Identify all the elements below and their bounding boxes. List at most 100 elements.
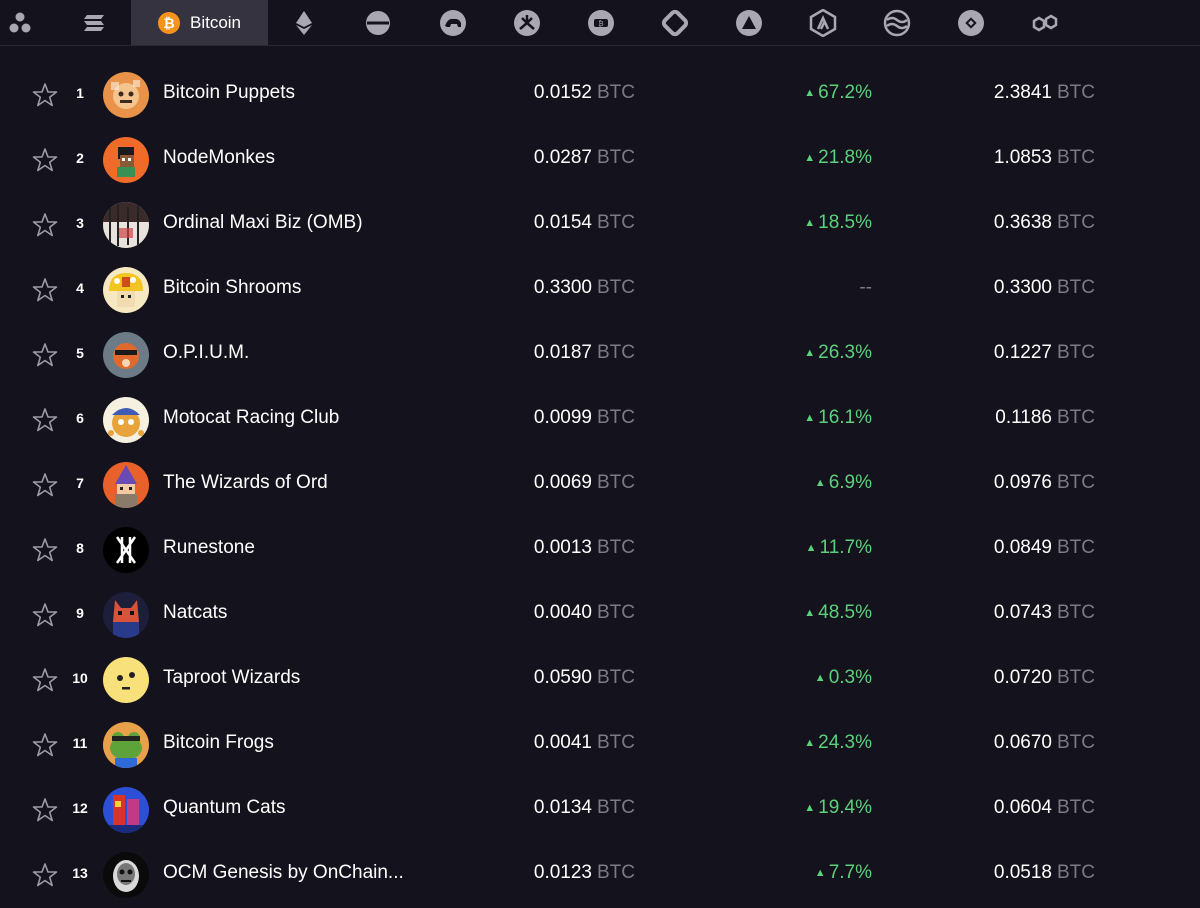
avatar bbox=[103, 72, 149, 118]
volume: 2.3841 BTC bbox=[993, 82, 1095, 103]
collection-name[interactable]: Bitcoin Shrooms bbox=[163, 277, 302, 298]
table-row[interactable]: 2 NodeMonkes 0.0287 BTC ▲ 21.8% 1.0853 BTC bbox=[0, 128, 1200, 193]
table-row[interactable]: 11 Bitcoin Frogs 0.0041 BTC ▲ 24.3% 0.0670… bbox=[0, 713, 1200, 778]
star-icon[interactable] bbox=[32, 82, 58, 108]
rank: 10 bbox=[72, 670, 88, 686]
rank: 11 bbox=[72, 735, 88, 751]
volume: 0.0849 BTC bbox=[993, 537, 1095, 558]
collection-name[interactable]: Quantum Cats bbox=[163, 797, 286, 818]
triangle-up-icon: ▲ bbox=[814, 867, 826, 879]
collection-name[interactable]: O.P.I.U.M. bbox=[163, 342, 250, 363]
star-icon[interactable] bbox=[32, 472, 58, 498]
triangle-up-icon: ▲ bbox=[804, 152, 816, 164]
tab-abstract[interactable]: ₿ bbox=[582, 0, 620, 45]
rank: 1 bbox=[76, 85, 84, 101]
avatar bbox=[103, 722, 149, 768]
star-icon[interactable] bbox=[32, 277, 58, 303]
avatar bbox=[103, 137, 149, 183]
rank: 7 bbox=[76, 475, 84, 491]
rank: 5 bbox=[76, 345, 84, 361]
floor-price: 0.3300 BTC bbox=[533, 277, 635, 298]
apechain-icon bbox=[514, 9, 540, 36]
floor-price: 0.0041 BTC bbox=[533, 732, 635, 753]
volume: 0.3638 BTC bbox=[993, 212, 1095, 233]
collection-name[interactable]: Natcats bbox=[163, 602, 228, 623]
volume: 0.0670 BTC bbox=[993, 732, 1095, 753]
rank: 8 bbox=[76, 540, 84, 556]
tab-arbitrum[interactable] bbox=[804, 0, 842, 45]
collection-name[interactable]: NodeMonkes bbox=[163, 147, 275, 168]
avatar bbox=[103, 332, 149, 378]
price-change: -- bbox=[859, 277, 872, 298]
tab-berachain[interactable] bbox=[434, 0, 472, 45]
solana-icon bbox=[84, 14, 104, 31]
bitcoin-icon: ₿ bbox=[157, 11, 180, 34]
collection-name[interactable]: Motocat Racing Club bbox=[163, 407, 340, 428]
floor-price: 0.0152 BTC bbox=[533, 82, 635, 103]
collection-name[interactable]: Taproot Wizards bbox=[163, 667, 301, 688]
collection-name[interactable]: Runestone bbox=[163, 537, 255, 558]
collection-name[interactable]: Ordinal Maxi Biz (OMB) bbox=[163, 212, 363, 233]
avatar bbox=[103, 592, 149, 638]
star-icon[interactable] bbox=[32, 862, 58, 888]
price-change: ▲ 24.3% bbox=[804, 732, 872, 753]
price-change: ▲ 7.7% bbox=[814, 862, 872, 883]
tab-polygon[interactable] bbox=[1026, 0, 1064, 45]
volume: 0.0720 BTC bbox=[993, 667, 1095, 688]
abstract-icon: ₿ bbox=[588, 9, 614, 36]
tab-solana[interactable] bbox=[72, 0, 116, 45]
tab-bnb[interactable] bbox=[952, 0, 990, 45]
avatar bbox=[103, 787, 149, 833]
volume: 0.0743 BTC bbox=[993, 602, 1095, 623]
table-row[interactable]: 9 Natcats 0.0040 BTC ▲ 48.5% 0.0743 BTC bbox=[0, 583, 1200, 648]
price-change: ▲ 19.4% bbox=[804, 797, 872, 818]
tab-magic-eden[interactable] bbox=[0, 0, 40, 45]
floor-price: 0.0590 BTC bbox=[533, 667, 635, 688]
rank: 6 bbox=[76, 410, 84, 426]
star-icon[interactable] bbox=[32, 407, 58, 433]
star-icon[interactable] bbox=[32, 212, 58, 238]
floor-price: 0.0123 BTC bbox=[533, 862, 635, 883]
collection-name[interactable]: OCM Genesis by OnChain... bbox=[163, 862, 404, 883]
table-row[interactable]: 8 Runestone 0.0013 BTC ▲ 11.7% 0.0849 BTC bbox=[0, 518, 1200, 583]
table-row[interactable]: 13 OCM Genesis by OnChain... 0.0123 BTC ▲… bbox=[0, 843, 1200, 908]
table-row[interactable]: 4 Bitcoin Shrooms 0.3300 BTC -- 0.3300 BTC bbox=[0, 258, 1200, 323]
star-icon[interactable] bbox=[32, 602, 58, 628]
collection-name[interactable]: Bitcoin Puppets bbox=[163, 82, 296, 103]
price-change: ▲ 0.3% bbox=[814, 667, 872, 688]
tab-avalanche[interactable] bbox=[730, 0, 768, 45]
table-row[interactable]: 7 The Wizards of Ord 0.0069 BTC ▲ 6.9% 0.0… bbox=[0, 453, 1200, 518]
table-row[interactable]: 3 Ordinal Maxi Biz (OMB) 0.0154 BTC ▲ 18.5… bbox=[0, 193, 1200, 258]
table-row[interactable]: 10 Taproot Wizards 0.0590 BTC ▲ 0.3% 0.072… bbox=[0, 648, 1200, 713]
triangle-up-icon: ▲ bbox=[804, 87, 816, 99]
tab-apechain[interactable] bbox=[508, 0, 546, 45]
avatar bbox=[103, 462, 149, 508]
star-icon[interactable] bbox=[32, 667, 58, 693]
table-row[interactable]: 12 Quantum Cats 0.0134 BTC ▲ 19.4% 0.0604 B… bbox=[0, 778, 1200, 843]
table-row[interactable]: 6 Motocat Racing Club 0.0099 BTC ▲ 16.1% 0… bbox=[0, 388, 1200, 453]
volume: 0.1227 BTC bbox=[993, 342, 1095, 363]
star-icon[interactable] bbox=[32, 147, 58, 173]
price-change: ▲ 67.2% bbox=[804, 82, 872, 103]
tab-bitcoin[interactable]: ₿ Bitcoin bbox=[131, 0, 268, 45]
rank: 9 bbox=[76, 605, 84, 621]
star-icon[interactable] bbox=[32, 732, 58, 758]
tab-ethereum[interactable] bbox=[286, 0, 322, 45]
svg-text:₿: ₿ bbox=[598, 20, 603, 28]
star-icon[interactable] bbox=[32, 537, 58, 563]
collection-name[interactable]: The Wizards of Ord bbox=[163, 472, 328, 493]
tab-base[interactable] bbox=[360, 0, 396, 45]
rank: 4 bbox=[76, 280, 84, 296]
volume: 0.0518 BTC bbox=[993, 862, 1095, 883]
tab-monad[interactable] bbox=[656, 0, 694, 45]
star-icon[interactable] bbox=[32, 342, 58, 368]
table-row[interactable]: 5 O.P.I.U.M. 0.0187 BTC ▲ 26.3% 0.1227 BTC bbox=[0, 323, 1200, 388]
volume: 0.1186 BTC bbox=[995, 407, 1095, 428]
rank: 2 bbox=[76, 150, 84, 166]
bnb-icon bbox=[958, 9, 984, 36]
star-icon[interactable] bbox=[32, 797, 58, 823]
table-row[interactable]: 1 Bitcoin Puppets 0.0152 BTC ▲ 67.2% 2.384… bbox=[0, 63, 1200, 128]
tab-sei[interactable] bbox=[878, 0, 916, 45]
arbitrum-icon bbox=[809, 8, 837, 37]
collection-name[interactable]: Bitcoin Frogs bbox=[163, 732, 274, 753]
